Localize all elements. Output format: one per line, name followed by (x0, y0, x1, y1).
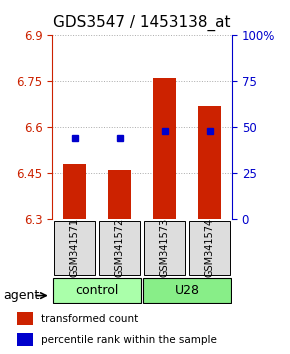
Text: GSM341572: GSM341572 (115, 218, 125, 278)
Text: GSM341573: GSM341573 (160, 218, 170, 278)
FancyBboxPatch shape (144, 221, 185, 275)
FancyBboxPatch shape (99, 221, 140, 275)
Text: agent: agent (3, 289, 39, 302)
FancyBboxPatch shape (53, 278, 141, 303)
Bar (64, 164, 86, 219)
Bar (17, 312, 33, 325)
FancyBboxPatch shape (55, 221, 95, 275)
Bar (198, 106, 221, 219)
Bar (108, 170, 131, 219)
FancyBboxPatch shape (143, 278, 231, 303)
Bar (17, 333, 33, 346)
Bar (153, 78, 176, 219)
Text: control: control (75, 284, 119, 297)
Text: U28: U28 (175, 284, 200, 297)
Text: GSM341574: GSM341574 (204, 218, 215, 278)
Title: GDS3547 / 1453138_at: GDS3547 / 1453138_at (53, 15, 231, 31)
Text: GSM341571: GSM341571 (70, 218, 80, 278)
Text: percentile rank within the sample: percentile rank within the sample (41, 335, 216, 345)
FancyBboxPatch shape (189, 221, 230, 275)
Text: transformed count: transformed count (41, 314, 138, 324)
